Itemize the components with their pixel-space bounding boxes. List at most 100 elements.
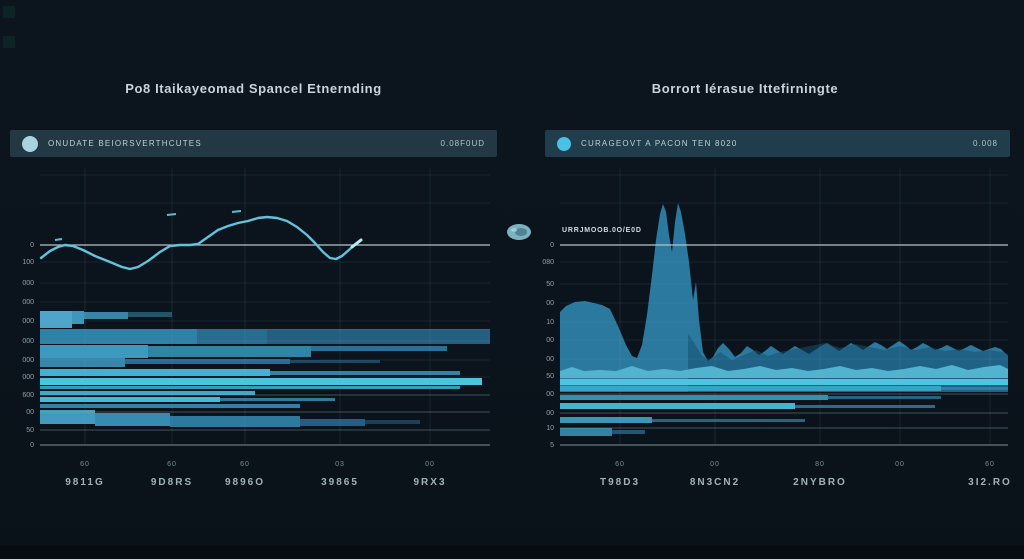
left-bars-bar (267, 330, 490, 344)
decor-square-bottom (3, 36, 15, 48)
left-bars-bar (72, 311, 84, 324)
left-bars-bar (365, 420, 420, 424)
right-x-tick-label: T98D3 (600, 477, 640, 488)
right-x-tick-minor: 60 (615, 461, 625, 468)
left-x-tick-minor: 03 (335, 461, 345, 468)
left-y-tick-label: 0 (30, 242, 34, 249)
right-header-value: 0.008 (972, 139, 998, 148)
right-y-tick-label: 00 (546, 410, 554, 417)
left-line-marker (54, 238, 63, 241)
left-line-tip (350, 238, 363, 249)
right-area-area (560, 365, 1008, 378)
left-bars-bar (220, 398, 335, 401)
left-y-tick-label: 50 (26, 427, 34, 434)
left-bars-bar (40, 386, 460, 389)
left-line-marker (231, 210, 242, 213)
right-panel-header[interactable]: Curageovt a pacon ten 8020 0.008 (545, 130, 1010, 157)
status-dot-icon (557, 136, 571, 151)
left-bars-bar (125, 359, 290, 364)
right-x-tick-label: 2NYBRO (793, 477, 847, 488)
right-bars-bar (941, 387, 1008, 390)
left-x-tick-minor: 60 (80, 461, 90, 468)
right-bars-bar (560, 428, 612, 436)
right-y-tick-label: 00 (546, 356, 554, 363)
bottom-shade (0, 545, 1024, 559)
right-header-label: Curageovt a pacon ten 8020 (581, 139, 738, 148)
left-y-tick-label: 0 (30, 442, 34, 449)
right-x-tick-label: 8N3CN2 (690, 477, 740, 488)
right-bars-bar (560, 417, 652, 423)
right-bars-bar (560, 403, 795, 409)
left-x-tick-label: 9896O (225, 477, 265, 488)
left-x-tick-label: 9D8RS (151, 477, 193, 488)
right-x-tick-label: 3I2.RO (968, 477, 1012, 488)
left-bars-bar (40, 391, 255, 395)
right-y-tick-label: 10 (546, 319, 554, 326)
left-bars-bar (40, 410, 95, 424)
left-y-tick-label: 000 (22, 280, 34, 287)
left-bars-bar (40, 345, 148, 358)
right-y-tick-label: 50 (546, 281, 554, 288)
right-y-tick-label: 50 (546, 373, 554, 380)
left-y-tick-label: 000 (22, 338, 34, 345)
left-x-tick-minor: 00 (425, 461, 435, 468)
left-y-tick-label: 100 (22, 259, 34, 266)
right-y-tick-label: 080 (542, 259, 554, 266)
right-y-tick-label: 00 (546, 391, 554, 398)
left-bars-bar (95, 413, 170, 426)
left-bars-bar (170, 416, 300, 427)
left-line-marker (166, 213, 177, 216)
left-x-tick-label: 9RX3 (413, 477, 446, 488)
left-bars-bar (270, 371, 460, 375)
left-header-value: 0.08F0UD (440, 139, 485, 148)
right-bars-bar (560, 386, 941, 391)
left-bars-bar (40, 404, 300, 408)
left-panel-header[interactable]: Onudate Beiorsverthcutes 0.08F0UD (10, 130, 497, 157)
left-bars-bar (40, 311, 72, 328)
blob-icon (507, 224, 531, 240)
right-y-tick-label: 5 (550, 442, 554, 449)
left-x-tick-label: 39865 (321, 477, 359, 488)
left-line-series (39, 215, 363, 271)
right-bars-bar (560, 395, 828, 400)
right-y-tick-label: 00 (546, 337, 554, 344)
right-panel-title: Borrort Iérasue Ittefirningte (651, 81, 839, 96)
left-panel-title: Po8 Itaikayeomad Spancel Etnernding (125, 81, 382, 96)
left-bars-bar (290, 360, 380, 363)
right-bars-bar (828, 396, 941, 399)
left-bars-bar (128, 312, 172, 317)
left-bars-bar (40, 397, 220, 402)
left-bars-bar (300, 419, 365, 426)
right-x-tick-minor: 60 (985, 461, 995, 468)
right-y-tick-label: 10 (546, 425, 554, 432)
right-area-area (560, 203, 1008, 392)
right-bars-bar (612, 430, 645, 434)
left-y-tick-label: 00 (26, 409, 34, 416)
left-y-tick-label: 600 (22, 392, 34, 399)
left-x-tick-minor: 60 (167, 461, 177, 468)
left-x-tick-label: 9811G (65, 477, 104, 488)
right-x-tick-minor: 80 (815, 461, 825, 468)
left-header-label: Onudate Beiorsverthcutes (48, 139, 202, 148)
right-bars-bar (652, 419, 805, 422)
right-y-tick-label: 0 (550, 242, 554, 249)
left-bars-bar (40, 369, 270, 376)
left-bars-bar (84, 312, 128, 319)
left-x-tick-minor: 60 (240, 461, 250, 468)
left-y-tick-label: 000 (22, 299, 34, 306)
left-bars-bar (40, 378, 482, 385)
left-y-tick-label: 000 (22, 357, 34, 364)
status-dot-icon (22, 135, 38, 152)
right-x-tick-minor: 00 (895, 461, 905, 468)
right-x-tick-minor: 00 (710, 461, 720, 468)
left-bars-bar (311, 346, 447, 351)
left-bars-bar (40, 358, 125, 367)
decor-square-top (3, 6, 15, 18)
right-bars-bar (560, 379, 1008, 385)
right-y-tick-label: 00 (546, 300, 554, 307)
right-chart-annotation: URRJMOOB.0O/E0D (562, 227, 642, 234)
right-bars-bar (795, 405, 935, 408)
left-y-tick-label: 000 (22, 374, 34, 381)
